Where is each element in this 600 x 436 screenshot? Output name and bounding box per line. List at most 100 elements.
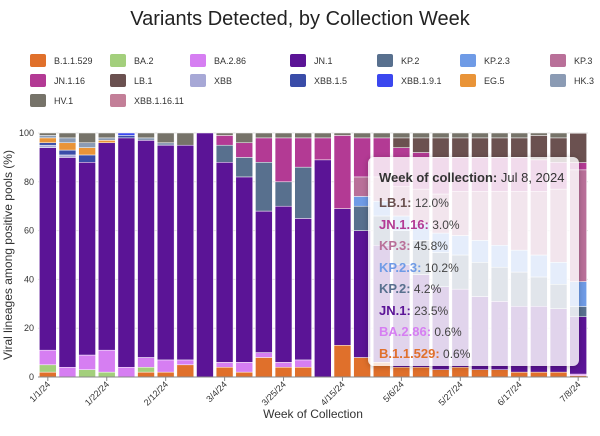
bar-segment[interactable] xyxy=(78,369,96,378)
bar-segment[interactable] xyxy=(333,135,352,209)
bar-segment[interactable] xyxy=(176,144,195,361)
bar-segment[interactable] xyxy=(78,142,96,148)
legend-item[interactable]: KP.3 xyxy=(550,54,592,67)
bar-segment[interactable] xyxy=(137,357,155,368)
bar-segment[interactable] xyxy=(471,132,489,139)
bar-segment[interactable] xyxy=(98,137,116,141)
bar-segment[interactable] xyxy=(98,132,116,139)
legend-item[interactable]: EG.5 xyxy=(460,74,505,87)
bar-segment[interactable] xyxy=(98,140,116,144)
bar-segment[interactable] xyxy=(176,359,195,366)
bar-segment[interactable] xyxy=(412,137,430,153)
bar-segment[interactable] xyxy=(98,349,116,373)
bar-segment[interactable] xyxy=(117,135,136,139)
bar-segment[interactable] xyxy=(333,345,352,378)
bar-segment[interactable] xyxy=(58,137,77,144)
legend-item[interactable]: JN.1 xyxy=(290,54,333,67)
bar-segment[interactable] xyxy=(235,371,253,378)
bar-segment[interactable] xyxy=(510,132,528,139)
bar-segment[interactable] xyxy=(58,142,77,151)
bar-segment[interactable] xyxy=(156,132,175,144)
bar-segment[interactable] xyxy=(274,362,293,368)
bar-segment[interactable] xyxy=(255,162,273,212)
bar-segment[interactable] xyxy=(117,137,136,368)
bar-segment[interactable] xyxy=(235,142,253,158)
bar-segment[interactable] xyxy=(353,132,371,139)
bar-segment[interactable] xyxy=(274,366,293,378)
bar-segment[interactable] xyxy=(490,369,509,378)
bar-segment[interactable] xyxy=(156,371,175,378)
legend-item[interactable]: XBB.1.9.1 xyxy=(377,74,442,87)
bar-segment[interactable] xyxy=(274,181,293,207)
bar-segment[interactable] xyxy=(215,135,234,146)
bar-segment[interactable] xyxy=(431,369,450,378)
bar-segment[interactable] xyxy=(215,144,234,163)
bar-segment[interactable] xyxy=(39,147,57,351)
bar-segment[interactable] xyxy=(255,352,273,358)
bar-segment[interactable] xyxy=(58,154,77,158)
bar-segment[interactable] xyxy=(333,132,352,136)
bar-segment[interactable] xyxy=(78,162,96,356)
bar-segment[interactable] xyxy=(39,135,57,139)
legend-item[interactable]: BA.2.86 xyxy=(190,54,246,67)
bar-segment[interactable] xyxy=(490,137,509,158)
bar-segment[interactable] xyxy=(530,371,548,378)
bar-segment[interactable] xyxy=(215,366,234,378)
bar-segment[interactable] xyxy=(451,366,470,378)
bar-segment[interactable] xyxy=(39,371,57,378)
bar-segment[interactable] xyxy=(58,132,77,139)
bar-segment[interactable] xyxy=(392,137,411,148)
legend-item[interactable]: BA.2 xyxy=(110,54,154,67)
bar-segment[interactable] xyxy=(39,132,57,136)
bar-segment[interactable] xyxy=(137,366,155,373)
bar-segment[interactable] xyxy=(255,132,273,139)
bar-segment[interactable] xyxy=(156,359,175,373)
bar-segment[interactable] xyxy=(98,142,116,351)
bar-segment[interactable] xyxy=(176,364,195,378)
bar-segment[interactable] xyxy=(431,137,450,158)
bar-segment[interactable] xyxy=(274,132,293,139)
bar-segment[interactable] xyxy=(215,362,234,368)
bar-segment[interactable] xyxy=(215,162,234,363)
legend-item[interactable]: XBB.1.5 xyxy=(290,74,347,87)
bar-segment[interactable] xyxy=(235,176,253,363)
bar-segment[interactable] xyxy=(78,147,96,156)
bar-segment[interactable] xyxy=(451,137,470,158)
bar-segment[interactable] xyxy=(451,132,470,139)
bar-segment[interactable] xyxy=(333,208,352,346)
bar-segment[interactable] xyxy=(235,157,253,178)
bar-segment[interactable] xyxy=(117,132,136,136)
bar-segment[interactable] xyxy=(294,218,312,361)
bar-segment[interactable] xyxy=(137,137,155,141)
bar-segment[interactable] xyxy=(39,364,57,373)
bar-segment[interactable] xyxy=(156,144,175,361)
bar-segment[interactable] xyxy=(78,354,96,370)
bar-segment[interactable] xyxy=(58,149,77,156)
bar-segment[interactable] xyxy=(314,137,332,161)
bar-segment[interactable] xyxy=(314,132,332,139)
bar-segment[interactable] xyxy=(255,357,273,378)
bar-segment[interactable] xyxy=(274,137,293,183)
bar-segment[interactable] xyxy=(255,137,273,163)
bar-segment[interactable] xyxy=(274,205,293,363)
bar-segment[interactable] xyxy=(392,132,411,139)
bar-segment[interactable] xyxy=(176,132,195,146)
bar-segment[interactable] xyxy=(137,140,155,358)
bar-segment[interactable] xyxy=(549,371,568,378)
bar-segment[interactable] xyxy=(490,132,509,139)
bar-segment[interactable] xyxy=(373,132,391,139)
bar-segment[interactable] xyxy=(39,142,57,146)
bar-segment[interactable] xyxy=(412,366,430,378)
bar-segment[interactable] xyxy=(235,132,253,144)
bar-segment[interactable] xyxy=(294,137,312,168)
legend-item[interactable]: KP.2 xyxy=(377,54,419,67)
bar-segment[interactable] xyxy=(294,359,312,368)
legend-item[interactable]: HK.3 xyxy=(550,74,594,87)
bar-segment[interactable] xyxy=(530,132,548,136)
bar-segment[interactable] xyxy=(98,371,116,378)
bar-segment[interactable] xyxy=(294,166,312,219)
bar-segment[interactable] xyxy=(39,349,57,366)
bar-segment[interactable] xyxy=(39,144,57,148)
bar-segment[interactable] xyxy=(431,132,450,139)
bar-segment[interactable] xyxy=(156,142,175,146)
